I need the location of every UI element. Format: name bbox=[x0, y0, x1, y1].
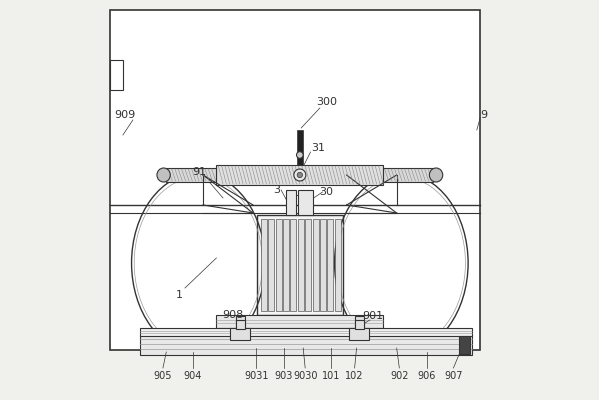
Text: 91: 91 bbox=[193, 167, 207, 177]
Text: 9: 9 bbox=[480, 110, 487, 120]
Bar bbox=[355, 320, 364, 329]
Bar bbox=[320, 219, 326, 311]
Bar bbox=[110, 10, 480, 350]
Bar bbox=[261, 219, 267, 311]
Text: 902: 902 bbox=[390, 371, 409, 381]
Text: 904: 904 bbox=[184, 371, 202, 381]
Text: 906: 906 bbox=[418, 371, 436, 381]
Bar bbox=[335, 219, 341, 311]
Circle shape bbox=[297, 152, 303, 158]
Bar bbox=[305, 219, 311, 311]
Bar bbox=[230, 328, 250, 340]
Bar bbox=[237, 320, 245, 329]
Bar bbox=[238, 326, 243, 336]
Bar bbox=[355, 316, 364, 330]
Bar bbox=[216, 165, 383, 185]
Text: 3: 3 bbox=[274, 185, 280, 195]
Circle shape bbox=[294, 169, 306, 181]
Bar bbox=[236, 316, 245, 330]
Bar bbox=[167, 168, 216, 182]
Bar bbox=[110, 60, 123, 90]
Text: 31: 31 bbox=[311, 143, 325, 153]
Bar bbox=[286, 190, 297, 215]
Bar bbox=[298, 219, 304, 311]
Text: 9031: 9031 bbox=[244, 371, 269, 381]
Text: 9030: 9030 bbox=[293, 371, 317, 381]
Bar bbox=[349, 328, 368, 340]
Bar bbox=[283, 219, 289, 311]
Bar bbox=[459, 336, 470, 354]
Bar bbox=[276, 219, 282, 311]
Bar bbox=[298, 190, 313, 215]
Bar bbox=[383, 168, 434, 182]
Text: 101: 101 bbox=[322, 371, 340, 381]
Ellipse shape bbox=[157, 168, 170, 182]
Bar bbox=[357, 326, 361, 336]
Text: 909: 909 bbox=[114, 110, 135, 120]
Bar bbox=[140, 335, 472, 355]
Text: 102: 102 bbox=[346, 371, 364, 381]
Bar bbox=[268, 219, 274, 311]
Text: 1: 1 bbox=[176, 290, 183, 300]
Circle shape bbox=[297, 172, 302, 178]
Bar bbox=[291, 219, 297, 311]
Bar bbox=[327, 219, 333, 311]
Text: 907: 907 bbox=[444, 371, 462, 381]
Text: 905: 905 bbox=[154, 371, 172, 381]
Bar bbox=[313, 219, 319, 311]
Text: 908: 908 bbox=[222, 310, 244, 320]
Text: 903: 903 bbox=[274, 371, 293, 381]
Ellipse shape bbox=[429, 168, 443, 182]
Text: 300: 300 bbox=[316, 97, 337, 107]
Bar bbox=[216, 315, 383, 328]
Bar bbox=[297, 130, 302, 165]
Text: 901: 901 bbox=[363, 311, 384, 321]
Bar bbox=[140, 328, 472, 336]
Bar bbox=[257, 215, 343, 315]
Text: 30: 30 bbox=[319, 187, 334, 197]
